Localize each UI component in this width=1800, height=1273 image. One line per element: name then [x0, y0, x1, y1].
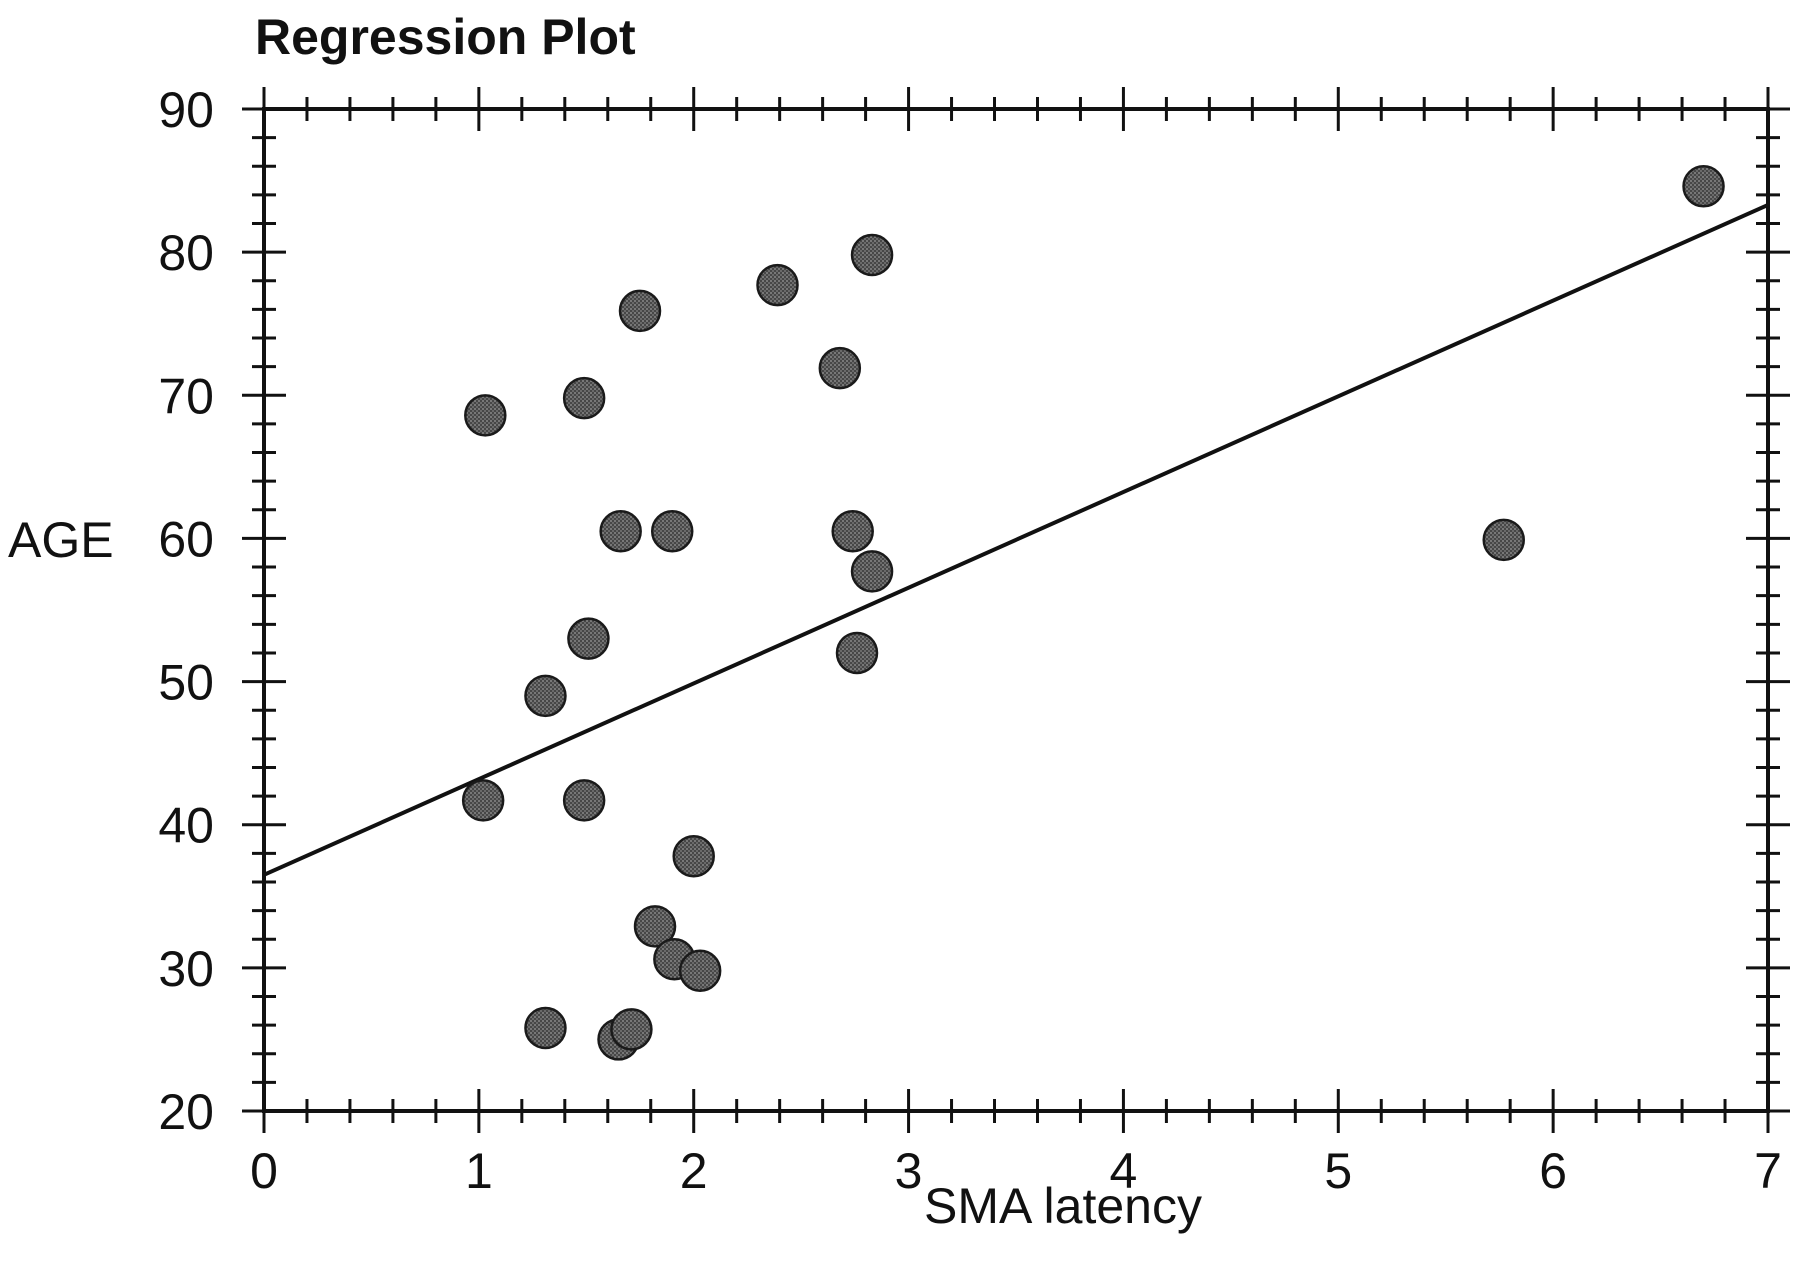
plot-frame: [262, 107, 1770, 1113]
data-point: [650, 510, 694, 553]
x-tick-label: 4: [1110, 1143, 1138, 1199]
data-point: [672, 834, 715, 878]
y-tick-label: 90: [158, 82, 214, 138]
data-point: [831, 510, 874, 553]
data-point: [1682, 165, 1725, 208]
y-tick-label: 30: [158, 941, 214, 997]
data-point: [618, 289, 662, 333]
data-point: [461, 779, 505, 822]
y-tick-label: 20: [158, 1084, 214, 1140]
x-tick-label: 5: [1324, 1143, 1352, 1199]
data-point: [678, 949, 722, 992]
y-tick-label: 70: [158, 368, 214, 424]
x-tick-label: 1: [465, 1143, 493, 1199]
data-points: [461, 165, 1725, 1061]
data-point: [633, 905, 677, 948]
y-tick-label: 80: [158, 225, 214, 281]
y-axis-label: AGE: [8, 512, 114, 568]
x-tick-label: 0: [250, 1143, 278, 1199]
data-point: [567, 617, 610, 660]
data-point: [524, 674, 567, 718]
data-point: [610, 1008, 653, 1051]
y-tick-label: 60: [158, 511, 214, 567]
x-axis-label: SMA latency: [924, 1178, 1202, 1234]
y-tick-label: 50: [158, 655, 214, 711]
data-point: [599, 510, 642, 553]
x-tick-label: 2: [680, 1143, 708, 1199]
data-point: [1482, 518, 1525, 562]
data-point: [562, 779, 606, 822]
chart-title: Regression Plot: [255, 9, 636, 65]
data-point: [562, 376, 606, 420]
x-tick-label: 3: [895, 1143, 923, 1199]
tick-labels: 0 1 2 3 4 5 6 7 20 30 40 50 60 70 80 90: [158, 82, 1782, 1199]
data-point: [850, 550, 894, 593]
axis-ticks: [242, 87, 1790, 1133]
y-tick-label: 40: [158, 798, 214, 854]
data-point: [524, 1006, 567, 1050]
data-point: [756, 263, 799, 307]
data-point: [850, 233, 894, 277]
regression-line: [263, 203, 1769, 877]
x-tick-label: 6: [1539, 1143, 1567, 1199]
data-point: [818, 346, 862, 390]
data-point: [464, 394, 507, 437]
x-tick-label: 7: [1754, 1143, 1782, 1199]
data-point: [835, 631, 879, 675]
